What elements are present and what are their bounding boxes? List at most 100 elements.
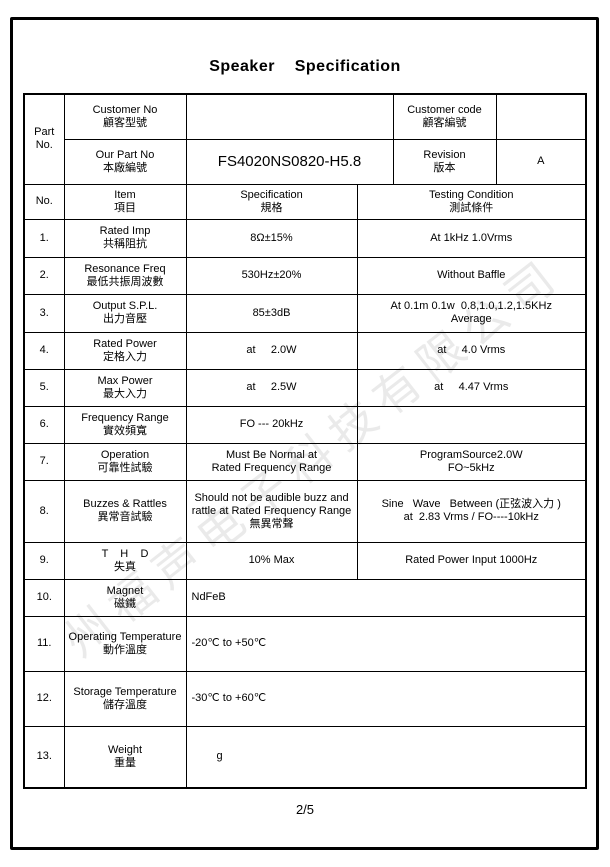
col-header-test-en: Testing Condition: [429, 188, 514, 201]
customer-no-label-zh: 顧客型號: [103, 116, 147, 129]
row-8-spec-zh: 無異常聲: [249, 517, 294, 530]
row-13-item: Weight 重量: [63, 725, 187, 789]
col-header-spec-en: Specification: [240, 188, 303, 201]
table-row-4: 4. Rated Power 定格入力 at 2.0W at 4.0 Vrms: [23, 331, 587, 370]
revision-value-cell: A: [495, 138, 587, 185]
row-6-spec: FO --- 20kHz: [185, 405, 358, 444]
row-9-spec: 10% Max: [185, 541, 358, 580]
header-row-1: Part No. Customer No 顧客型號 Customer code …: [23, 93, 587, 185]
row-9-test-text: Rated Power Input 1000Hz: [405, 554, 538, 566]
row-12-item: Storage Temperature 儲存溫度: [63, 670, 187, 727]
row-12-no: 12.: [23, 670, 65, 727]
row-7-item-zh: 可靠性試驗: [97, 461, 153, 474]
row-1-item-zh: 共稱阻抗: [103, 238, 147, 250]
row-13-no: 13.: [23, 725, 65, 789]
row-2-spec-text: 530Hz±20%: [241, 269, 302, 281]
row-2-item-zh: 最低共振周波數: [86, 275, 164, 288]
row-10-value-text: NdFeB: [191, 591, 226, 603]
row-1-no-text: 1.: [39, 231, 49, 244]
row-13-value: g: [185, 725, 587, 789]
row-10-item-zh: 磁鐵: [114, 597, 136, 610]
row-8-test-line1: Sine Wave Between (正弦波入力 ): [381, 498, 561, 510]
page-number: 2/5: [295, 802, 315, 817]
row-10-value: NdFeB: [185, 578, 587, 617]
row-7-no: 7.: [23, 442, 65, 481]
row-6-item: Frequency Range 實效頻寬: [63, 405, 187, 444]
row-11-value: -20℃ to +50℃: [185, 615, 587, 672]
row-4-item-zh: 定格入力: [103, 350, 147, 363]
row-13-value-text: g: [216, 750, 223, 763]
col-header-spec-zh: 規格: [260, 201, 283, 214]
row-7-spec-line1: Must Be Normal at: [225, 448, 318, 461]
customer-no-label-cell: Customer No 顧客型號: [63, 93, 187, 140]
row-9-test: Rated Power Input 1000Hz: [356, 541, 587, 580]
row-7-item-en: Operation: [100, 448, 150, 461]
customer-code-label-zh: 顧客編號: [422, 116, 467, 129]
row-8-spec-en: Should not be audible buzz and rattle at…: [191, 491, 352, 517]
col-header-item: Item 項目: [63, 183, 187, 220]
row-12-item-zh: 儲存溫度: [103, 698, 147, 711]
revision-value: A: [537, 155, 545, 167]
row-9-item-zh: 失真: [114, 560, 136, 573]
row-4-spec: at 2.0W: [185, 331, 358, 370]
customer-no-label-en: Customer No: [92, 103, 158, 116]
row-13-item-zh: 重量: [114, 756, 136, 769]
row-3-test-line2: Average: [450, 313, 492, 325]
page-title: Speaker Specification: [209, 58, 401, 75]
row-6-test: [356, 405, 587, 444]
row-8-spec: Should not be audible buzz and rattle at…: [185, 479, 358, 543]
row-13-item-en: Weight: [107, 743, 143, 756]
column-header-row: No. Item 項目 Specification 規格 Testing Con…: [23, 183, 587, 220]
row-10-no-text: 10.: [36, 591, 52, 603]
row-1-no: 1.: [23, 218, 65, 258]
row-1-test-text: At 1kHz 1.0Vrms: [430, 231, 513, 244]
col-header-test: Testing Condition 測試條件: [356, 183, 587, 220]
row-11-item-en: Operating Temperature: [68, 630, 182, 643]
col-header-test-zh: 測試條件: [449, 201, 494, 214]
our-part-no-label-en: Our Part No: [95, 148, 155, 161]
row-4-item: Rated Power 定格入力: [63, 331, 187, 370]
table-row-5: 5. Max Power 最大入力 at 2.5W at 4.47 Vrms: [23, 368, 587, 407]
row-5-spec-text: at 2.5W: [246, 381, 297, 393]
row-11-value-text: -20℃ to +50℃: [191, 637, 267, 649]
row-2-no-text: 2.: [39, 269, 49, 281]
part-number-cell: FS4020NS0820-H5.8: [185, 138, 394, 185]
row-9-no: 9.: [23, 541, 65, 580]
table-row-12: 12. Storage Temperature 儲存溫度 -30℃ to +60…: [23, 670, 587, 727]
row-2-no: 2.: [23, 256, 65, 295]
our-part-no-label-zh: 本廠編號: [103, 161, 147, 174]
row-5-item-en: Max Power: [97, 374, 153, 387]
row-3-item: Output S.P.L. 出力音壓: [63, 293, 187, 333]
row-5-item: Max Power 最大入力: [63, 368, 187, 407]
col-header-no-label: No.: [35, 195, 53, 207]
row-11-item-zh: 動作溫度: [103, 643, 147, 656]
part-no-cell: Part No.: [23, 93, 65, 185]
row-5-no-text: 5.: [39, 381, 49, 393]
table-row-1: 1. Rated Imp 共稱阻抗 8Ω±15% At 1kHz 1.0Vrms: [23, 218, 587, 258]
part-number-value: FS4020NS0820-H5.8: [217, 153, 362, 170]
revision-label-en: Revision: [423, 148, 466, 161]
row-3-test: At 0.1m 0.1w 0.8,1.0,1.2,1.5KHz Average: [356, 293, 587, 333]
row-11-no-text: 11.: [37, 637, 52, 649]
col-header-spec: Specification 規格: [185, 183, 358, 220]
row-4-test: at 4.0 Vrms: [356, 331, 587, 370]
row-5-no: 5.: [23, 368, 65, 407]
table-row-3: 3. Output S.P.L. 出力音壓 85±3dB At 0.1m 0.1…: [23, 293, 587, 333]
table-row-8: 8. Buzzes & Rattles 異常音試驗 Should not be …: [23, 479, 587, 543]
table-row-7: 7. Operation 可靠性試驗 Must Be Normal at Rat…: [23, 442, 587, 481]
row-2-spec: 530Hz±20%: [185, 256, 358, 295]
row-4-test-text: at 4.0 Vrms: [437, 344, 506, 356]
row-8-no-text: 8.: [39, 504, 49, 517]
table-row-6: 6. Frequency Range 實效頻寬 FO --- 20kHz: [23, 405, 587, 444]
row-2-test-text: Without Baffle: [437, 269, 506, 281]
row-7-spec: Must Be Normal at Rated Frequency Range: [185, 442, 358, 481]
row-12-value: -30℃ to +60℃: [185, 670, 587, 727]
row-8-item: Buzzes & Rattles 異常音試驗: [63, 479, 187, 543]
customer-code-value-cell: [495, 93, 587, 140]
table-row-13: 13. Weight 重量 g: [23, 725, 587, 789]
table-row-9: 9. T H D 失真 10% Max Rated Power Input 10…: [23, 541, 587, 580]
col-header-no: No.: [23, 183, 65, 220]
row-10-no: 10.: [23, 578, 65, 617]
row-5-test-text: at 4.47 Vrms: [434, 381, 509, 393]
row-9-no-text: 9.: [39, 554, 49, 566]
